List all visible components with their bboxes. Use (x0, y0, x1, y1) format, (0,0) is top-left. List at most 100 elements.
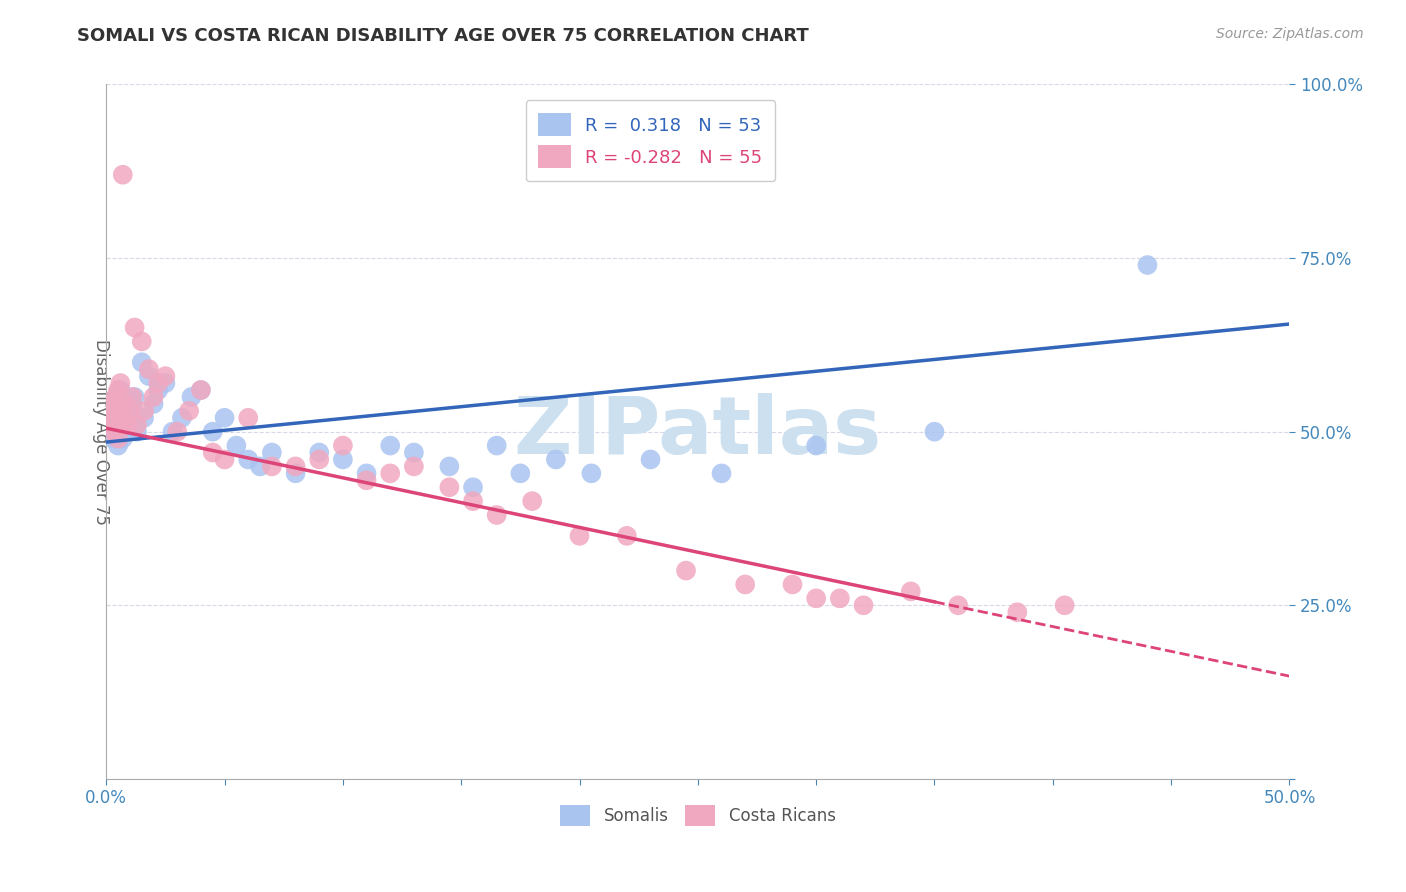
Point (581, 467, 603, 481)
Point (1053, 599, 1076, 613)
Point (214, 410, 236, 425)
Point (114, 397, 136, 411)
Point (308, 452, 330, 467)
Point (114, 404, 136, 418)
Point (522, 494, 544, 508)
Point (104, 425, 127, 439)
Point (1007, 605, 1029, 619)
Point (155, 376, 177, 390)
Point (138, 362, 160, 376)
Point (356, 473, 378, 487)
Point (509, 467, 531, 481)
Point (111, 417, 134, 432)
Y-axis label: Disability Age Over 75: Disability Age Over 75 (93, 339, 110, 524)
Point (131, 355, 153, 369)
Point (804, 591, 827, 606)
Point (142, 390, 165, 404)
Point (710, 467, 733, 481)
Point (107, 383, 129, 397)
Point (900, 584, 922, 599)
Point (461, 480, 484, 494)
Point (97, 410, 120, 425)
Point (568, 529, 591, 543)
Point (640, 452, 662, 467)
Point (238, 410, 260, 425)
Point (284, 459, 307, 474)
Point (111, 425, 134, 439)
Point (124, 320, 146, 334)
Point (225, 439, 247, 453)
Point (155, 369, 177, 384)
Point (121, 390, 143, 404)
Point (125, 425, 148, 439)
Point (238, 452, 260, 467)
Point (100, 410, 122, 425)
Point (214, 452, 236, 467)
Point (162, 425, 184, 439)
Point (100, 417, 122, 432)
Point (308, 445, 330, 459)
Point (125, 417, 148, 432)
Point (117, 417, 139, 432)
Point (332, 439, 354, 453)
Point (114, 417, 136, 432)
Point (110, 376, 132, 390)
Point (110, 410, 132, 425)
Point (107, 432, 129, 446)
Point (544, 452, 567, 467)
Point (118, 404, 141, 418)
Point (114, 410, 136, 425)
Point (138, 369, 160, 384)
Point (1136, 258, 1159, 272)
Point (485, 439, 508, 453)
Point (148, 383, 170, 397)
Point (675, 564, 697, 578)
Point (260, 459, 283, 474)
Point (111, 432, 134, 446)
Point (103, 397, 125, 411)
Text: Source: ZipAtlas.com: Source: ZipAtlas.com (1216, 27, 1364, 41)
Point (103, 432, 125, 446)
Point (828, 591, 851, 606)
Point (118, 410, 141, 425)
Point (166, 425, 188, 439)
Point (260, 445, 283, 459)
Text: ZIPatlas: ZIPatlas (513, 392, 882, 471)
Point (201, 445, 224, 459)
Point (946, 599, 969, 613)
Point (249, 459, 271, 474)
Point (201, 425, 224, 439)
Point (107, 439, 129, 453)
Point (111, 168, 134, 182)
Point (107, 390, 129, 404)
Point (97, 417, 120, 432)
Point (100, 404, 122, 418)
Point (402, 445, 425, 459)
Point (356, 467, 378, 481)
Point (284, 467, 307, 481)
Point (121, 397, 143, 411)
Point (439, 480, 461, 494)
Point (117, 425, 139, 439)
Point (924, 425, 946, 439)
Point (104, 390, 127, 404)
Point (104, 397, 127, 411)
Point (461, 494, 484, 508)
Point (103, 404, 125, 418)
Point (782, 577, 804, 591)
Point (124, 390, 146, 404)
Point (148, 376, 170, 390)
Point (104, 417, 127, 432)
Point (332, 452, 354, 467)
Point (100, 425, 122, 439)
Point (170, 410, 193, 425)
Point (132, 404, 155, 418)
Point (142, 397, 165, 411)
Point (616, 529, 638, 543)
Point (852, 599, 875, 613)
Point (177, 404, 200, 418)
Point (804, 439, 827, 453)
Point (380, 467, 402, 481)
Point (110, 383, 132, 397)
Point (380, 439, 402, 453)
